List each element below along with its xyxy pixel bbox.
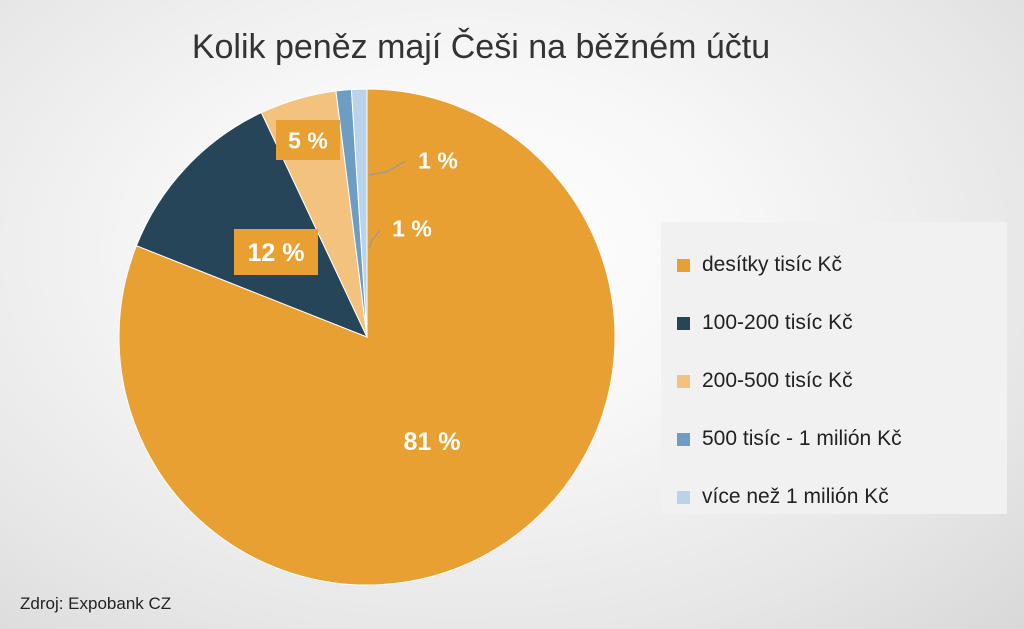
legend-swatch bbox=[677, 258, 690, 272]
legend-swatch bbox=[677, 374, 690, 388]
data-label-text: 5 % bbox=[288, 127, 328, 153]
data-label-vice-nez-1-milion-kc: 1 % bbox=[380, 208, 444, 248]
legend-item-desitky-tisic-kc: desítky tisíc Kč bbox=[661, 236, 1007, 294]
data-label-text: 1 % bbox=[392, 215, 432, 241]
legend-swatch bbox=[677, 490, 690, 504]
data-label-100-200-tisic-kc: 12 % bbox=[234, 229, 318, 275]
data-label-box bbox=[406, 140, 470, 180]
legend-item-500-tisic-1-milion-kc: 500 tisíc - 1 milión Kč bbox=[661, 410, 1007, 468]
data-label-500-tisic-1-milion-kc: 1 % bbox=[406, 140, 470, 180]
data-label-text: 12 % bbox=[248, 239, 305, 267]
leader-line-vice-nez-1-milion-kc bbox=[368, 227, 383, 249]
pie-slice-100-200-tisic-kc bbox=[135, 111, 368, 338]
legend-label: 200-500 tisíc Kč bbox=[702, 369, 853, 392]
chart-legend: desítky tisíc Kč 100-200 tisíc Kč 200-500 … bbox=[661, 222, 1007, 514]
source-note: Zdroj: Expobank CZ bbox=[20, 594, 172, 613]
data-label-box bbox=[234, 229, 318, 275]
legend-label: 500 tisíc - 1 milión Kč bbox=[702, 427, 902, 450]
legend-swatch bbox=[677, 316, 690, 330]
legend-label: desítky tisíc Kč bbox=[702, 253, 843, 276]
legend-label: 100-200 tisíc Kč bbox=[702, 311, 853, 334]
data-label-box bbox=[387, 418, 477, 464]
legend-item-vice-nez-1-milion-kc: více než 1 milión Kč bbox=[661, 468, 1007, 526]
data-label-text: 1 % bbox=[418, 147, 458, 173]
legend-swatch bbox=[677, 432, 690, 446]
data-label-200-500-tisic-kc: 5 % bbox=[276, 120, 340, 160]
legend-item-200-500-tisic-kc: 200-500 tisíc Kč bbox=[661, 352, 1007, 410]
leader-line-500-tisic-1-milion-kc bbox=[368, 159, 409, 176]
data-label-text: 81 % bbox=[404, 428, 461, 456]
pie-slice-vice-nez-1-milion-kc bbox=[350, 88, 368, 338]
legend-label: více než 1 milión Kč bbox=[702, 485, 889, 508]
chart-title: Kolik peněz mají Češi na běžném účtu bbox=[191, 28, 771, 66]
legend-item-100-200-tisic-kc: 100-200 tisíc Kč bbox=[661, 294, 1007, 352]
data-label-desitky-tisic-kc: 81 % bbox=[387, 418, 477, 464]
data-label-box bbox=[276, 120, 340, 160]
data-label-box bbox=[380, 208, 444, 248]
